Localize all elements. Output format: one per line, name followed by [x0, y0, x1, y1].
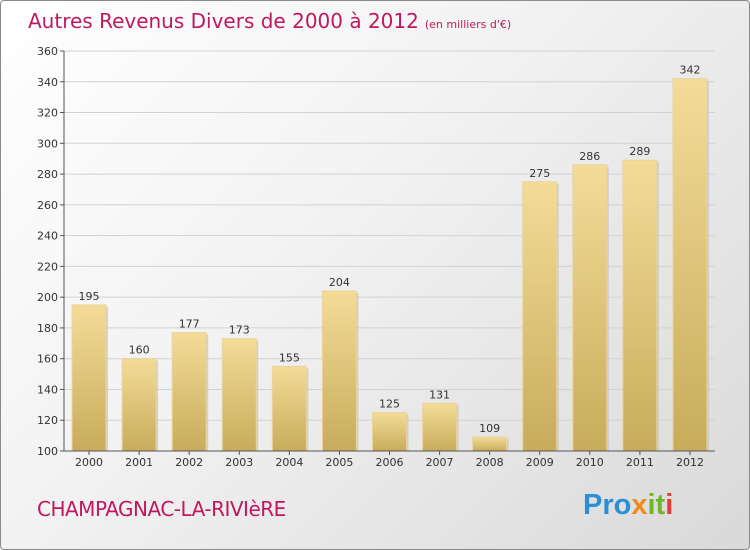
x-tick-label: 2006 [376, 456, 404, 469]
x-tick-label: 2012 [676, 456, 704, 469]
data-label: 155 [279, 351, 300, 364]
y-tick-label: 160 [37, 353, 58, 366]
grid-lines [64, 50, 715, 452]
data-label: 204 [329, 276, 350, 289]
bar [271, 365, 307, 452]
y-tick-label: 300 [37, 137, 58, 150]
x-tick-label: 2002 [175, 456, 203, 469]
y-tick-label: 320 [37, 107, 58, 120]
y-axis: 100 120 140 160 180 200 220 240 260 280 300 320 340 3… [37, 45, 65, 458]
data-label: 195 [79, 290, 100, 303]
y-tick-label: 200 [37, 291, 58, 304]
bar [672, 78, 708, 452]
x-tick-label: 2010 [576, 456, 604, 469]
x-axis: 2000 2001 2002 2003 2004 2005 2006 2007 2008 2009… [64, 450, 715, 469]
x-tick-label: 2004 [275, 456, 303, 469]
bar [221, 338, 257, 452]
bars [71, 78, 709, 452]
y-tick-label: 180 [37, 322, 58, 335]
chart-title-unit: (en milliers d'€) [424, 18, 512, 31]
data-label: 131 [429, 388, 450, 401]
y-tick-label: 280 [37, 168, 58, 181]
data-label: 109 [479, 422, 500, 435]
bar [622, 159, 658, 452]
bar [422, 402, 458, 452]
bar [572, 164, 608, 452]
x-tick-label: 2005 [325, 456, 353, 469]
data-labels: 195 160 177 173 155 204 125 131 109 275 286 289 342 [79, 64, 701, 435]
y-tick-label: 140 [37, 383, 58, 396]
proxiti-logo: Proxiti [583, 489, 673, 522]
x-tick-label: 2009 [526, 456, 554, 469]
data-label: 173 [229, 324, 250, 337]
y-tick-label: 100 [37, 445, 58, 458]
bar [71, 304, 107, 452]
bar [472, 436, 508, 452]
y-tick-label: 260 [37, 199, 58, 212]
data-label: 275 [529, 167, 550, 180]
y-tick-label: 340 [37, 76, 58, 89]
bar [121, 358, 157, 452]
data-label: 286 [579, 150, 600, 163]
logo-part-4: i [665, 489, 674, 521]
bar [321, 290, 357, 452]
chart-title: Autres Revenus Divers de 2000 à 2012 (en … [28, 9, 511, 33]
commune-name: CHAMPAGNAC-LA-RIVIèRE [37, 497, 286, 521]
data-label: 289 [629, 145, 650, 158]
y-tick-label: 220 [37, 260, 58, 273]
logo-part-3: it [647, 489, 666, 521]
x-tick-label: 2011 [626, 456, 654, 469]
bar [522, 181, 558, 452]
data-label: 160 [129, 344, 150, 357]
bar [372, 412, 407, 452]
y-tick-label: 120 [37, 414, 58, 427]
logo-part-1: Pro [583, 489, 632, 521]
data-label: 177 [179, 318, 200, 331]
y-tick-label: 360 [37, 45, 58, 58]
x-tick-label: 2003 [225, 456, 253, 469]
bar [171, 332, 207, 452]
logo-part-2: x [631, 489, 648, 521]
x-tick-label: 2000 [75, 456, 103, 469]
x-tick-label: 2007 [426, 456, 454, 469]
chart-title-main: Autres Revenus Divers de 2000 à 2012 [28, 9, 419, 33]
x-tick-label: 2008 [476, 456, 504, 469]
data-label: 125 [379, 398, 400, 411]
y-tick-label: 240 [37, 230, 58, 243]
x-tick-label: 2001 [125, 456, 153, 469]
data-label: 342 [679, 64, 700, 77]
